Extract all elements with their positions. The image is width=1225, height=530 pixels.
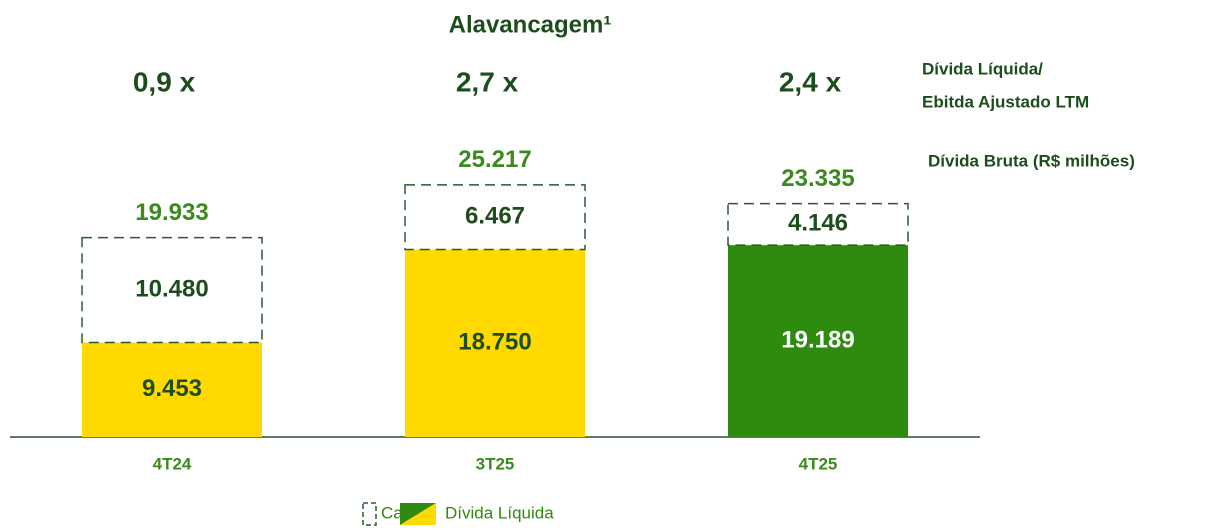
bar-segment — [82, 342, 262, 437]
leverage-caption: Ebitda Ajustado LTM — [922, 92, 1089, 111]
bar-segment — [404, 184, 586, 251]
total-label: 23.335 — [781, 165, 854, 192]
total-label: 25.217 — [458, 146, 531, 173]
x-tick-label: 3T25 — [476, 454, 515, 473]
x-tick-label: 4T25 — [799, 454, 838, 473]
leverage-caption: Dívida Líquida/ — [922, 59, 1043, 78]
legend-label: Dívida Líquida — [445, 503, 554, 522]
leverage-label: 2,4 x — [779, 66, 842, 97]
totals-caption: Dívida Bruta (R$ milhões) — [928, 151, 1135, 170]
value-label: 19.189 — [781, 326, 854, 353]
total-label: 19.933 — [135, 199, 208, 226]
bar-segment — [727, 202, 909, 246]
bar-segment — [728, 245, 908, 437]
leverage-label: 2,7 x — [456, 66, 519, 97]
value-label: 18.750 — [458, 329, 531, 356]
chart-title: Alavancagem¹ — [449, 11, 612, 38]
value-label: 4.146 — [788, 210, 848, 237]
bar-segment — [405, 249, 585, 437]
value-label: 10.480 — [135, 275, 208, 302]
value-label: 9.453 — [142, 375, 202, 402]
legend-swatch — [400, 503, 436, 525]
x-tick-label: 4T24 — [153, 454, 192, 473]
value-label: 6.467 — [465, 203, 525, 230]
legend-swatch — [362, 502, 377, 526]
bar-segment — [81, 236, 263, 344]
leverage-label: 0,9 x — [133, 66, 196, 97]
